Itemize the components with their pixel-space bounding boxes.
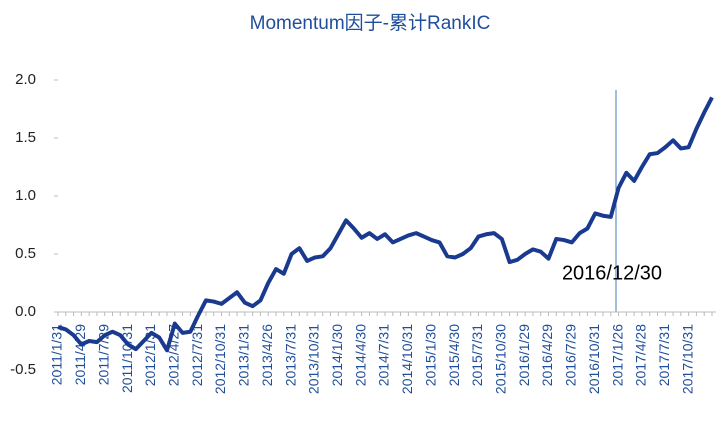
x-tick-label: 2017/10/31 xyxy=(679,324,695,394)
x-tick-label: 2017/4/28 xyxy=(633,324,649,386)
x-tick-label: 2011/4/29 xyxy=(72,324,88,385)
x-tick-label: 2016/1/29 xyxy=(516,324,532,386)
chart-title: Momentum因子-累计RankIC xyxy=(250,12,491,34)
x-tick-label: 2013/4/26 xyxy=(259,324,275,386)
y-tick-label: -0.5 xyxy=(10,361,36,378)
x-tick-label: 2016/4/29 xyxy=(539,324,555,386)
x-tick-label: 2015/4/30 xyxy=(446,324,462,386)
x-tick-label: 2013/7/31 xyxy=(282,324,298,386)
y-tick-label: 2.0 xyxy=(15,71,36,88)
x-tick-label: 2011/1/31 xyxy=(49,324,65,385)
x-tick-label: 2016/7/29 xyxy=(563,324,579,386)
x-tick-label: 2015/1/30 xyxy=(422,324,438,386)
x-tick-label: 2012/7/31 xyxy=(189,324,205,386)
x-tick-label: 2014/7/31 xyxy=(376,324,392,386)
x-tick-label: 2016/10/31 xyxy=(586,324,602,394)
annotation: 2016/12/30 xyxy=(562,262,662,284)
x-tick-label: 2014/10/31 xyxy=(399,324,415,394)
x-tick-label: 2014/4/30 xyxy=(352,324,368,386)
x-tick-label: 2017/7/31 xyxy=(656,324,672,386)
y-tick-label: 1.5 xyxy=(15,129,36,146)
x-tick-label: 2012/10/31 xyxy=(212,324,228,394)
x-tick-label: 2014/1/30 xyxy=(329,324,345,386)
line-series xyxy=(57,96,714,353)
y-tick-label: 0.0 xyxy=(15,303,36,320)
y-tick-label: 1.0 xyxy=(15,187,36,204)
y-tick-label: 0.5 xyxy=(15,245,36,262)
x-tick-label: 2013/1/31 xyxy=(236,324,252,386)
x-tick-label: 2017/1/26 xyxy=(609,324,625,386)
x-tick-label: 2015/10/30 xyxy=(492,324,508,394)
x-tick-label: 2015/7/31 xyxy=(469,324,485,386)
x-tick-label: 2013/10/31 xyxy=(306,324,322,394)
